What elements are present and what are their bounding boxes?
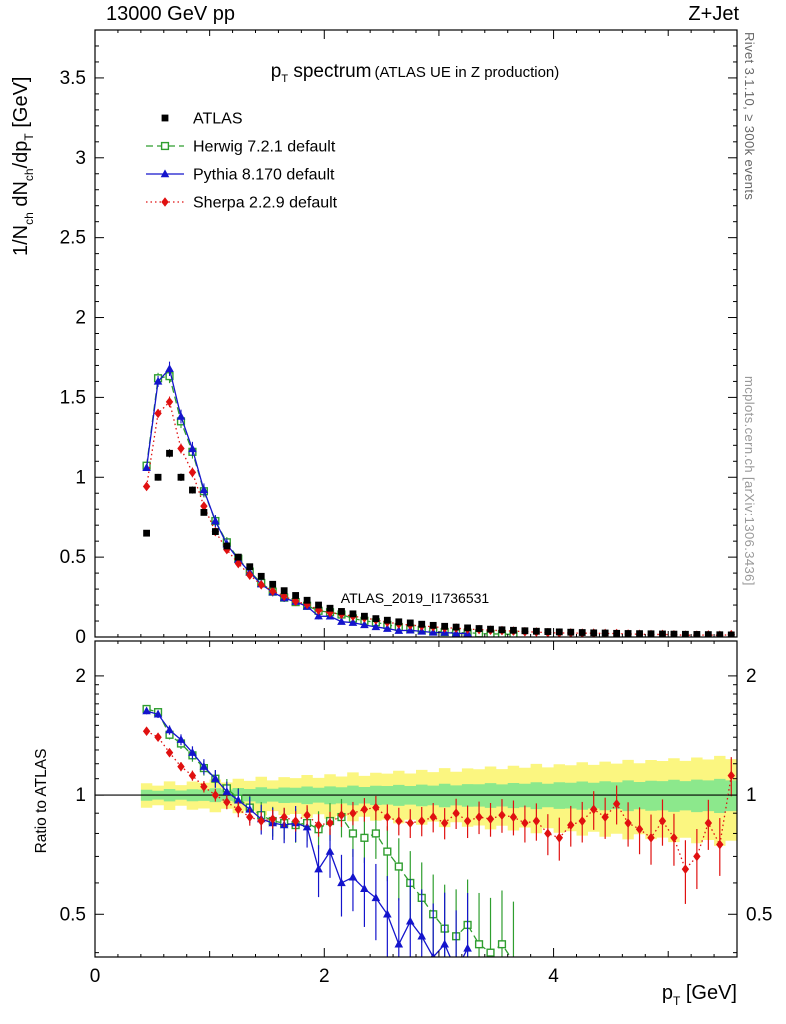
atlas-uncertainty-bands (140, 755, 737, 846)
process-label: Z+Jet (688, 3, 739, 25)
ratio-series-pythia (142, 706, 472, 957)
svg-text:2: 2 (319, 966, 330, 987)
watermark-label: ATLAS_2019_I1736531 (341, 590, 490, 606)
legend-item-sherpa: Sherpa 2.2.9 default (146, 195, 338, 212)
ratio-y-axis-label: Ratio to ATLAS (33, 749, 50, 854)
svg-text:Herwig 7.2.1 default: Herwig 7.2.1 default (193, 139, 336, 156)
svg-text:0: 0 (90, 966, 101, 987)
axis-ticks (95, 30, 737, 957)
svg-text:0.5: 0.5 (746, 904, 772, 925)
legend-item-atlas: ATLAS (161, 111, 243, 128)
main-panel-frame (94, 29, 738, 638)
mcplots-reference-label: mcplots.cern.ch [arXiv:1306.3436] (742, 376, 757, 586)
uncertainty-band-green (140, 778, 737, 813)
svg-text:2: 2 (75, 308, 86, 329)
svg-text:Pythia 8.170 default: Pythia 8.170 default (193, 167, 335, 184)
svg-text:1: 1 (746, 785, 757, 806)
plot-title: pT spectrum (ATLAS UE in Z production) (271, 61, 560, 85)
rivet-version-label: Rivet 3.1.10, ≥ 300k events (742, 32, 757, 201)
svg-text:2: 2 (75, 666, 86, 687)
svg-text:4: 4 (548, 966, 559, 987)
svg-text:0.5: 0.5 (60, 547, 86, 568)
ratio-series-sherpa (142, 726, 735, 904)
svg-text:3: 3 (75, 148, 86, 169)
y-axis-label: 1/Nch dNch/dpT [GeV] (10, 77, 36, 256)
svg-text:2.5: 2.5 (60, 228, 86, 249)
legend-item-pythia: Pythia 8.170 default (146, 167, 335, 184)
svg-text:2: 2 (746, 666, 757, 687)
svg-text:Sherpa 2.2.9 default: Sherpa 2.2.9 default (193, 195, 338, 212)
svg-text:ATLAS: ATLAS (193, 111, 243, 128)
legend: ATLAS Herwig 7.2.1 default Pythia 8.170 de… (146, 111, 338, 212)
beam-energy-label: 13000 GeV pp (106, 3, 235, 25)
x-axis-label: pT [GeV] (662, 982, 737, 1008)
legend-item-herwig: Herwig 7.2.1 default (146, 139, 336, 156)
svg-text:0.5: 0.5 (60, 904, 86, 925)
tick-labels: 0 0.5 1 1.5 2 2.5 3 3.5 0.5 0.5 1 1 2 2 0 2 4 (60, 68, 773, 987)
svg-text:1: 1 (75, 467, 86, 488)
spectrum-series-atlas (143, 449, 735, 637)
svg-text:1: 1 (75, 785, 86, 806)
svg-text:1.5: 1.5 (60, 387, 86, 408)
svg-text:3.5: 3.5 (60, 68, 86, 89)
svg-text:0: 0 (75, 627, 86, 648)
